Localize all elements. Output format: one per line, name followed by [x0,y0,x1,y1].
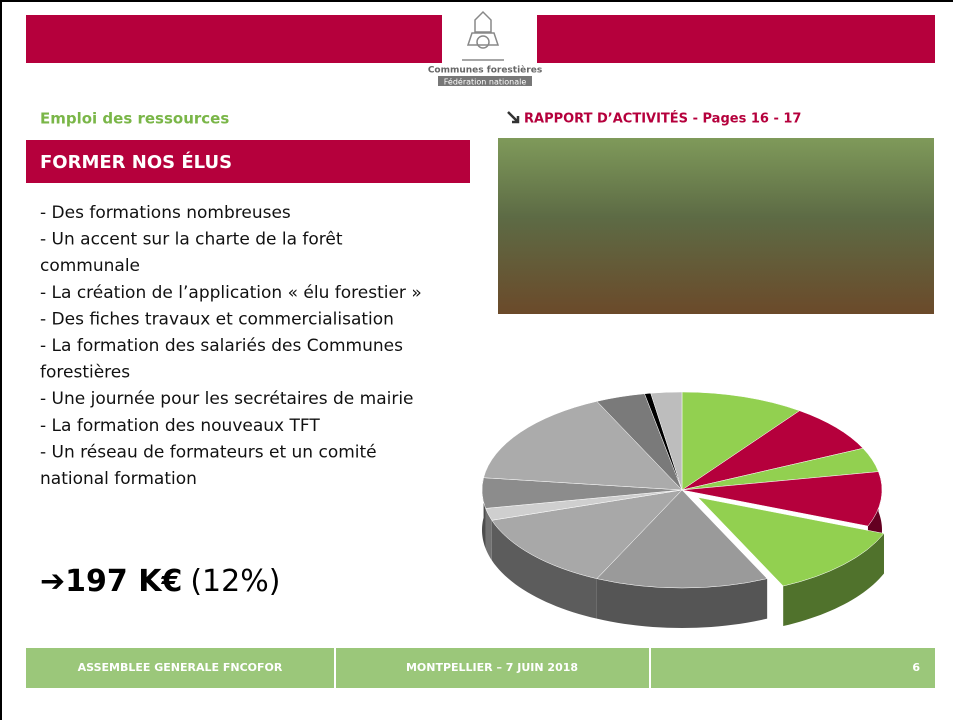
pie-side [485,508,492,561]
pie-slice [491,489,683,579]
pie-side [783,533,884,627]
banner-right [537,15,935,63]
banner-left [26,15,442,63]
pie-side [596,578,768,628]
pie-slice [681,410,864,491]
bullet-line: forestières [40,363,130,383]
bullet-line: - La formation des salariés des Communes [40,336,403,356]
title: FORMER NOS ÉLUS [40,151,232,173]
bullet-line: - Des formations nombreuses [40,203,291,223]
bullet-line: national formation [40,469,197,489]
logo-name: Communes forestières [428,65,542,76]
total: ➔197 K€ (12%) [40,564,280,599]
total-amount: 197 K€ [65,564,182,599]
section-label: Emploi des ressources [40,110,229,128]
logo-sub-bg [438,76,532,86]
photo [498,138,934,314]
footer-place: MONTPELLIER – 7 JUIN 2018 [406,661,578,674]
pie-slice [650,391,683,491]
pie-slice [681,391,801,491]
bullet-line: - Des fiches travaux et commercialisatio… [40,309,394,329]
bullet-line: - Un accent sur la charte de la forêt [40,230,343,250]
page-number: 6 [912,661,920,674]
title-bar [26,140,470,183]
pie-slice [596,489,768,589]
total-share: (12%) [190,564,280,599]
logo [462,10,504,61]
bullet-line: communale [40,256,140,276]
footer-event: ASSEMBLEE GENERALE FNCOFOR [78,661,283,674]
pie-slice [483,401,683,491]
arrow-icon [507,111,520,124]
pie-side [491,520,597,619]
pie-slice [697,496,885,587]
bullet-line: - La création de l’application « élu for… [40,283,422,303]
bullet-line: - La formation des nouveaux TFT [40,416,320,436]
bullet-line: - Un réseau de formateurs et un comité [40,442,377,462]
footer-bar [26,648,935,688]
bullet-line: - Une journée pour les secrétaires de ma… [40,389,414,409]
logo-sub: Fédération nationale [444,77,527,87]
report-link: RAPPORT D’ACTIVITÉS - Pages 16 - 17 [524,111,801,127]
pie-slice [681,471,883,527]
